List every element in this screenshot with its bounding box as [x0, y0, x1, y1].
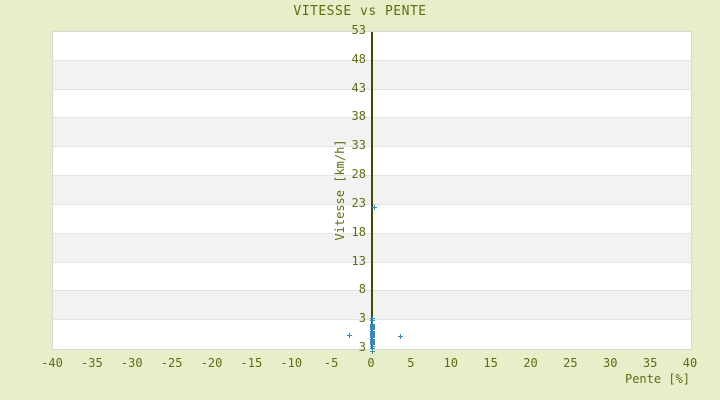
x-tick-label: 10	[443, 356, 458, 370]
x-tick-label: -40	[41, 356, 63, 370]
chart-title: VITESSE vs PENTE	[293, 4, 427, 19]
x-axis-title: Pente [%]	[624, 372, 690, 386]
y-tick-label: 33	[351, 138, 366, 153]
x-tick-label: -20	[200, 356, 223, 370]
x-tick-label: 15	[483, 356, 498, 370]
x-tick-label: 20	[523, 356, 538, 370]
y-tick-label: 28	[351, 167, 366, 182]
y-axis-title: Vitesse [km/h]	[333, 139, 347, 241]
x-tick-label: -10	[280, 356, 303, 370]
x-tick-label: 25	[563, 356, 578, 370]
x-tick-label: 40	[682, 356, 698, 370]
y-tick-label: 53	[351, 23, 366, 37]
y-tick-label: 38	[351, 109, 366, 124]
y-tick-label: 13	[351, 253, 366, 268]
data-point-marker	[372, 204, 378, 210]
y-tick-label: 3	[358, 340, 366, 354]
plot-area	[52, 31, 692, 354]
data-point-marker	[397, 333, 403, 339]
x-tick-label: -30	[120, 356, 143, 370]
data-point-marker	[370, 318, 375, 324]
x-tick-label: -35	[81, 356, 103, 370]
y-tick-label: 43	[351, 80, 366, 95]
x-tick-label: 35	[642, 356, 658, 370]
x-tick-label: 0	[367, 356, 375, 370]
y-axis-line	[371, 32, 373, 349]
y-tick-label: 23	[351, 195, 366, 210]
x-tick-label: 30	[603, 356, 618, 370]
data-point-marker	[346, 333, 352, 339]
x-tick-label: -15	[240, 356, 263, 370]
x-tick-label: -5	[323, 356, 339, 370]
y-tick-label: 48	[351, 51, 366, 66]
y-tick-label: 8	[358, 282, 366, 297]
x-tick-label: 5	[407, 356, 415, 370]
y-tick-label: 3	[358, 311, 366, 326]
data-point-marker	[370, 345, 375, 351]
data-point-marker	[370, 348, 375, 354]
x-tick-label: -25	[160, 356, 183, 370]
y-tick-label: 18	[351, 224, 366, 239]
